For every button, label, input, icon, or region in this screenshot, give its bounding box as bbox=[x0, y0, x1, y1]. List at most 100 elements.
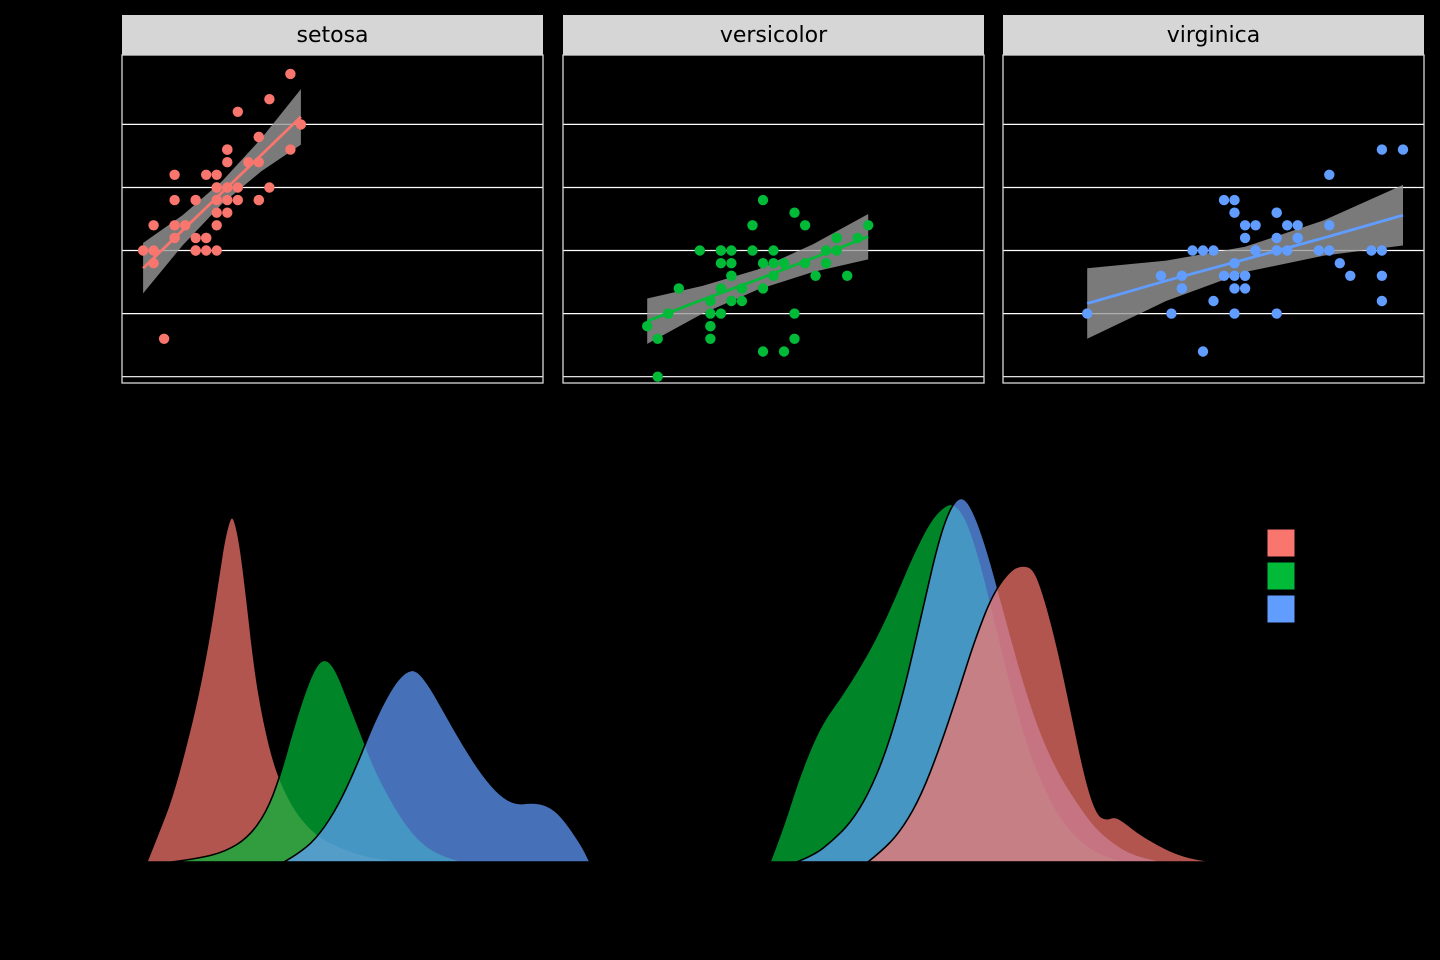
trend-line bbox=[142, 115, 302, 270]
data-point bbox=[222, 182, 233, 193]
data-point bbox=[222, 157, 233, 168]
data-point bbox=[705, 333, 716, 344]
data-point bbox=[1155, 270, 1167, 281]
data-point bbox=[642, 321, 653, 332]
data-point bbox=[705, 321, 716, 332]
data-point bbox=[1292, 232, 1303, 244]
data-point bbox=[652, 333, 663, 344]
data-point bbox=[1239, 283, 1251, 294]
data-point bbox=[1229, 258, 1240, 269]
data-point bbox=[726, 270, 737, 281]
panel-border bbox=[562, 54, 985, 384]
data-point bbox=[295, 119, 307, 130]
data-point bbox=[726, 258, 737, 269]
density-plot-right bbox=[769, 497, 1216, 863]
data-point bbox=[253, 157, 264, 168]
data-point bbox=[190, 232, 201, 244]
data-point bbox=[1292, 220, 1303, 231]
data-point bbox=[169, 194, 180, 206]
data-point bbox=[169, 220, 180, 231]
data-point bbox=[715, 308, 727, 319]
data-point bbox=[715, 258, 727, 269]
data-point bbox=[1208, 295, 1219, 307]
data-point bbox=[799, 220, 811, 231]
density-area-setosa bbox=[867, 565, 1216, 863]
facet-strip-label: versicolor bbox=[719, 22, 828, 48]
data-point bbox=[1271, 232, 1282, 244]
data-point bbox=[747, 220, 758, 231]
data-point bbox=[222, 144, 233, 155]
data-point bbox=[1250, 245, 1261, 256]
data-point bbox=[232, 182, 243, 193]
data-point bbox=[1324, 220, 1335, 231]
data-point bbox=[1187, 245, 1198, 256]
data-point bbox=[201, 169, 212, 180]
data-point bbox=[180, 220, 191, 231]
data-point bbox=[1345, 270, 1356, 281]
legend-key-2 bbox=[1266, 594, 1296, 624]
data-point bbox=[158, 333, 170, 344]
data-point bbox=[201, 245, 212, 256]
data-point bbox=[232, 194, 243, 206]
facet-strip-setosa: setosa bbox=[122, 15, 543, 55]
data-point bbox=[1366, 245, 1377, 256]
data-point bbox=[201, 232, 212, 244]
data-point bbox=[190, 194, 201, 206]
trend-line bbox=[646, 235, 869, 323]
data-point bbox=[1324, 169, 1335, 180]
data-point bbox=[137, 245, 149, 256]
data-point bbox=[1334, 258, 1346, 269]
data-point bbox=[820, 245, 832, 256]
data-point bbox=[264, 182, 275, 193]
data-point bbox=[1376, 245, 1388, 256]
data-point bbox=[768, 258, 779, 269]
density-area-virginica bbox=[283, 669, 591, 863]
scatter-panel-versicolor bbox=[562, 54, 985, 384]
data-point bbox=[726, 245, 737, 256]
data-point bbox=[768, 270, 779, 281]
data-point bbox=[211, 245, 222, 256]
facet-strip-virginica: virginica bbox=[1003, 15, 1424, 55]
data-point bbox=[831, 232, 842, 244]
data-point bbox=[831, 245, 842, 256]
data-point bbox=[757, 194, 769, 206]
data-point bbox=[736, 283, 748, 294]
data-point bbox=[789, 333, 800, 344]
legend bbox=[1266, 528, 1296, 624]
data-point bbox=[222, 207, 233, 218]
data-point bbox=[264, 94, 275, 105]
data-point bbox=[211, 220, 222, 231]
data-point bbox=[1250, 220, 1261, 231]
data-point bbox=[190, 245, 201, 256]
data-point bbox=[863, 220, 874, 231]
facet-strip-label: virginica bbox=[1166, 22, 1261, 48]
data-point bbox=[1229, 194, 1240, 206]
data-point bbox=[211, 207, 222, 218]
confidence-band bbox=[1087, 184, 1403, 339]
scatter-panel-setosa bbox=[121, 54, 544, 384]
data-point bbox=[768, 245, 779, 256]
data-point bbox=[705, 308, 716, 319]
data-point bbox=[253, 194, 264, 206]
data-point bbox=[285, 68, 296, 80]
trend-line bbox=[1086, 213, 1404, 305]
data-point bbox=[1324, 245, 1335, 256]
scatter-panel-virginica bbox=[1002, 54, 1425, 384]
data-point bbox=[1239, 270, 1251, 281]
data-point bbox=[705, 295, 716, 307]
data-point bbox=[715, 283, 727, 294]
data-point bbox=[1197, 245, 1209, 256]
data-point bbox=[673, 283, 684, 294]
data-point bbox=[1229, 283, 1240, 294]
data-point bbox=[757, 258, 769, 269]
data-point bbox=[253, 131, 264, 143]
data-point bbox=[1166, 308, 1177, 319]
data-point bbox=[1082, 308, 1093, 319]
density-plot-left bbox=[146, 516, 591, 863]
data-point bbox=[169, 169, 180, 180]
data-point bbox=[1239, 232, 1251, 244]
data-point bbox=[1397, 144, 1409, 155]
facet-strip-label: setosa bbox=[296, 22, 369, 48]
data-point bbox=[747, 245, 758, 256]
